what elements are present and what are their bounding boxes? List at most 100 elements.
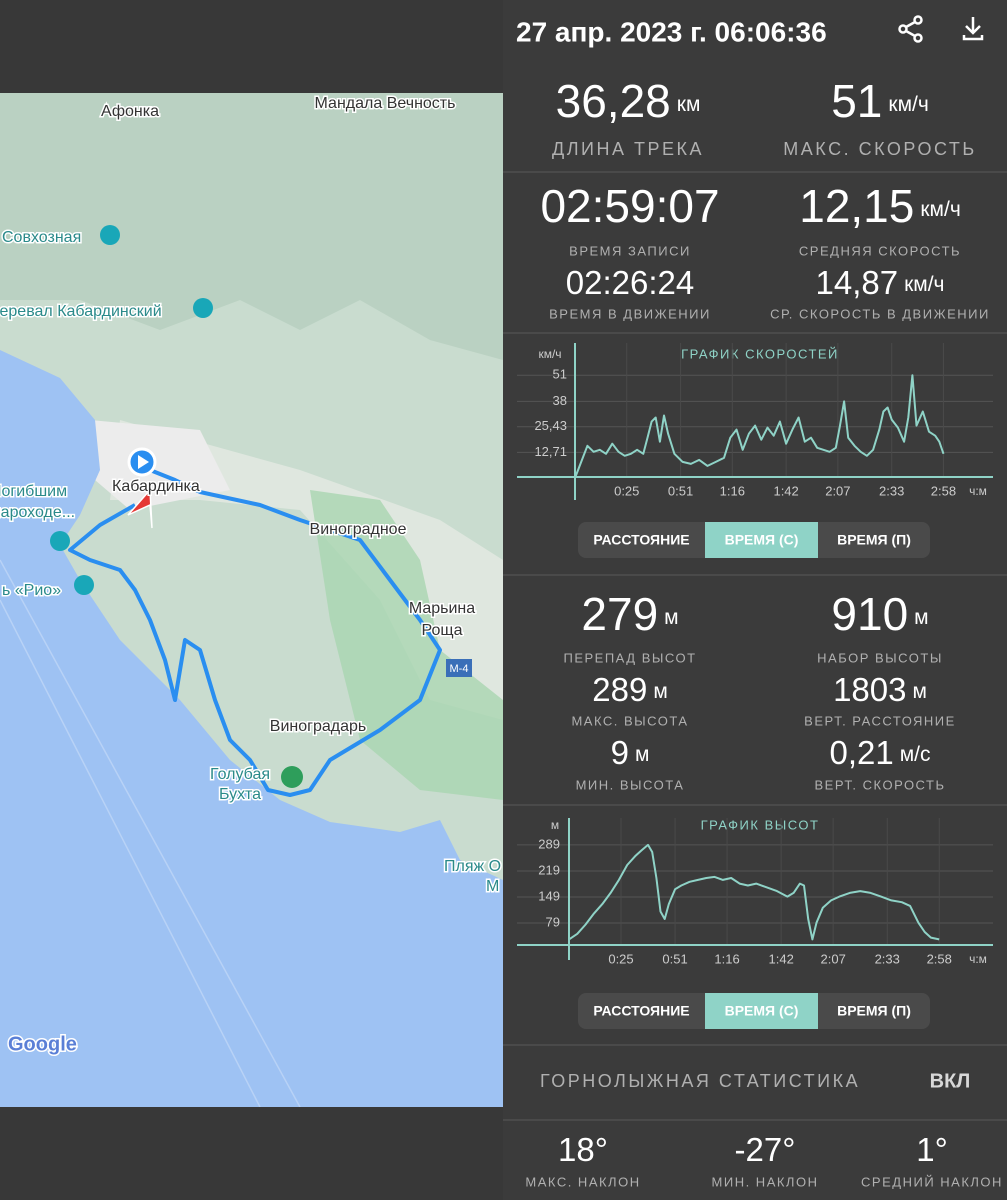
stat-value: 18°	[558, 1131, 608, 1168]
stat-number: 279	[581, 588, 658, 640]
map-label: Афонка	[101, 103, 159, 120]
stat-number: 910	[831, 588, 908, 640]
x-tick-label: 1:42	[773, 483, 798, 498]
stat-value: 36,28 км	[556, 75, 701, 127]
start-icon	[138, 455, 149, 469]
stat-value: 1803 м	[833, 671, 927, 708]
stat-number: 1°	[916, 1131, 948, 1168]
segment-button[interactable]: РАССТОЯНИЕ	[593, 532, 689, 548]
segment-button[interactable]: ВРЕМЯ (П)	[837, 1003, 911, 1019]
y-tick-label: 149	[538, 888, 560, 903]
poi-icon	[50, 531, 70, 551]
stat-number: 289	[592, 671, 647, 708]
stat-value: 1°	[916, 1131, 948, 1168]
segment-button[interactable]: ВРЕМЯ (С)	[725, 1003, 799, 1019]
header-title: 27 апр. 2023 г. 06:06:36	[516, 16, 827, 47]
stat-number: 51	[831, 75, 882, 127]
y-tick-label: 12,71	[534, 444, 567, 459]
download-button[interactable]	[962, 17, 984, 41]
stat-label: МАКС. СКОРОСТЬ	[783, 139, 976, 159]
stat-value: 14,87 км/ч	[816, 264, 945, 301]
stat-number: 14,87	[816, 264, 899, 301]
stat-unit: м	[912, 680, 926, 703]
stat-label: МИН. НАКЛОН	[712, 1174, 819, 1189]
map-label: Перевал Кабардинский	[0, 303, 162, 320]
y-tick-label: 51	[553, 367, 567, 382]
stat-label: СРЕДНИЙ НАКЛОН	[861, 1174, 1003, 1189]
chart-title: ГРАФИК СКОРОСТЕЙ	[681, 346, 839, 361]
map-label: М	[486, 878, 499, 895]
x-tick-label: 2:07	[821, 951, 846, 966]
stat-label: ВРЕМЯ ЗАПИСИ	[569, 243, 691, 258]
y-tick-label: 79	[546, 914, 560, 929]
x-axis-unit: ч:м	[969, 952, 987, 966]
end-marker[interactable]	[127, 488, 153, 529]
map-ferry-line	[0, 559, 301, 1107]
map[interactable]: Афонка Мандала Вечность Совхозная Перева…	[0, 93, 503, 1107]
map-label: М-4	[450, 663, 469, 675]
stat-number: 18°	[558, 1131, 608, 1168]
stat-unit: м	[653, 680, 667, 703]
stat-label: СРЕДНЯЯ СКОРОСТЬ	[799, 243, 961, 258]
y-tick-label: 219	[538, 862, 560, 877]
x-tick-label: 1:16	[720, 483, 745, 498]
map-label: Виноградное	[310, 521, 407, 538]
y-tick-label: 25,43	[534, 418, 567, 433]
stat-label: СР. СКОРОСТЬ В ДВИЖЕНИИ	[770, 306, 990, 321]
map-fields	[310, 490, 503, 800]
segment-button[interactable]: ВРЕМЯ (С)	[725, 532, 799, 548]
stat-number: 12,15	[799, 180, 914, 232]
x-tick-label: 1:16	[714, 951, 739, 966]
map-route	[68, 468, 442, 797]
stat-label: МИН. ВЫСОТА	[576, 777, 685, 792]
poi-icon	[74, 575, 94, 595]
poi-icon	[193, 298, 213, 318]
stat-unit: м/с	[900, 743, 931, 766]
stat-value: 279 м	[581, 588, 678, 640]
map-sea	[0, 350, 503, 1107]
stat-number: 1803	[833, 671, 906, 708]
x-tick-label: 2:58	[931, 483, 956, 498]
stat-number: 02:59:07	[540, 180, 719, 232]
stat-number: -27°	[735, 1131, 796, 1168]
map-label: Совхозная	[2, 229, 81, 246]
stat-value: 910 м	[831, 588, 928, 640]
segment-button[interactable]: ВРЕМЯ (П)	[837, 532, 911, 548]
map-label: Пляж О	[444, 858, 501, 875]
share-button[interactable]	[898, 15, 923, 43]
stat-label: ДЛИНА ТРЕКА	[552, 139, 704, 159]
stat-value: 0,21 м/с	[829, 734, 930, 771]
google-logo: Google	[8, 1033, 77, 1055]
stat-label: ВРЕМЯ В ДВИЖЕНИИ	[549, 306, 711, 321]
y-axis-unit: м	[551, 818, 559, 832]
x-tick-label: 2:33	[879, 483, 904, 498]
map-terrain	[0, 93, 503, 360]
y-tick-label: 289	[538, 836, 560, 851]
stat-label: ВЕРТ. СКОРОСТЬ	[814, 777, 945, 792]
stat-value: -27°	[735, 1131, 796, 1168]
chart-title: ГРАФИК ВЫСОТ	[701, 817, 820, 832]
data-line	[574, 374, 945, 479]
stat-value: 02:59:07	[540, 180, 719, 232]
stat-label: МАКС. ВЫСОТА	[571, 713, 688, 728]
poi-icon	[281, 766, 303, 788]
stat-unit: м	[664, 606, 678, 629]
stat-value: 289 м	[592, 671, 668, 708]
ski-toggle[interactable]: ВКЛ	[930, 1070, 971, 1092]
stat-unit: м	[914, 606, 928, 629]
stat-unit: км/ч	[888, 93, 928, 116]
x-tick-label: 0:25	[614, 483, 639, 498]
map-label: Роща	[422, 622, 463, 639]
x-tick-label: 0:25	[608, 951, 633, 966]
x-tick-label: 2:58	[927, 951, 952, 966]
x-tick-label: 0:51	[668, 483, 693, 498]
segment-active	[705, 522, 818, 558]
map-label: ь «Рио»	[2, 582, 61, 599]
map-label: Погибшим	[0, 483, 67, 500]
map-label: Виноградарь	[270, 718, 366, 735]
ski-title: ГОРНОЛЫЖНАЯ СТАТИСТИКА	[540, 1071, 860, 1091]
y-tick-label: 38	[553, 393, 567, 408]
stat-label: ВЕРТ. РАССТОЯНИЕ	[804, 713, 956, 728]
segment-button[interactable]: РАССТОЯНИЕ	[593, 1003, 689, 1019]
